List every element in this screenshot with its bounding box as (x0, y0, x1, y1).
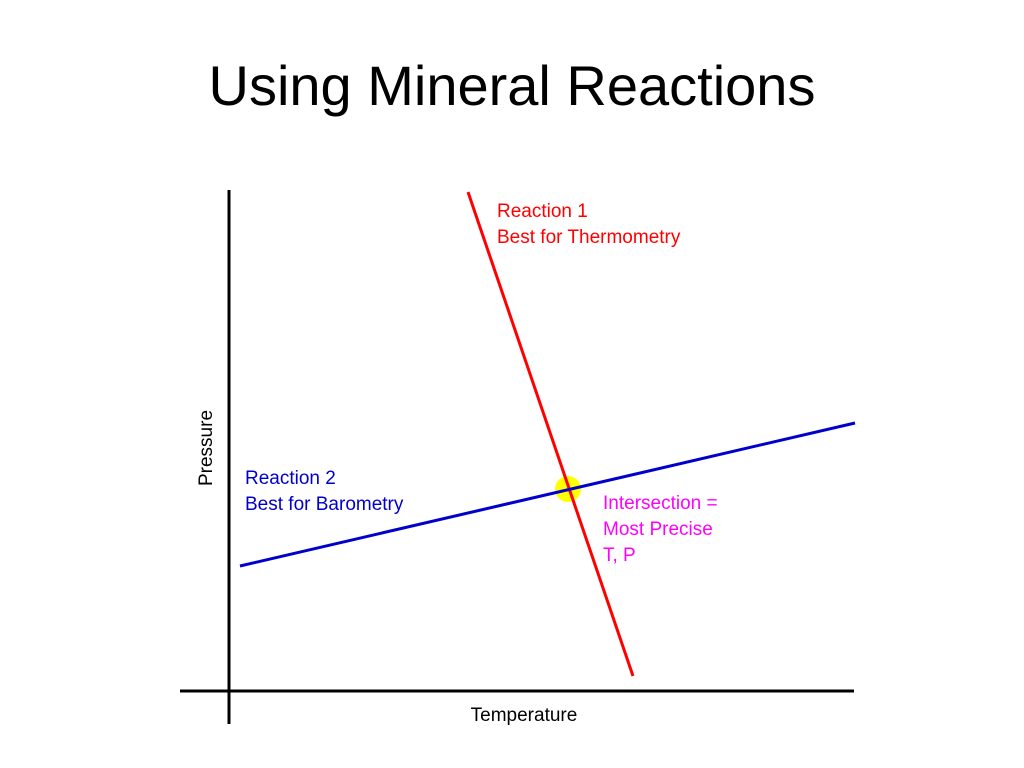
y-axis-label: Pressure (196, 410, 217, 486)
reaction-1-label: Reaction 1 (497, 201, 588, 222)
x-axis-label: Temperature (471, 705, 578, 726)
reaction-2-line (239, 421, 856, 568)
intersection-label-2: Most Precise (603, 519, 713, 540)
reaction-2-label: Reaction 2 (245, 468, 336, 489)
intersection-label-3: T, P (603, 545, 636, 566)
slide-title: Using Mineral Reactions (208, 54, 816, 117)
reaction-1-line (466, 191, 635, 677)
intersection-label-1: Intersection = (603, 493, 718, 514)
reaction-2-note: Best for Barometry (245, 494, 404, 515)
reaction-1-note: Best for Thermometry (497, 227, 681, 248)
